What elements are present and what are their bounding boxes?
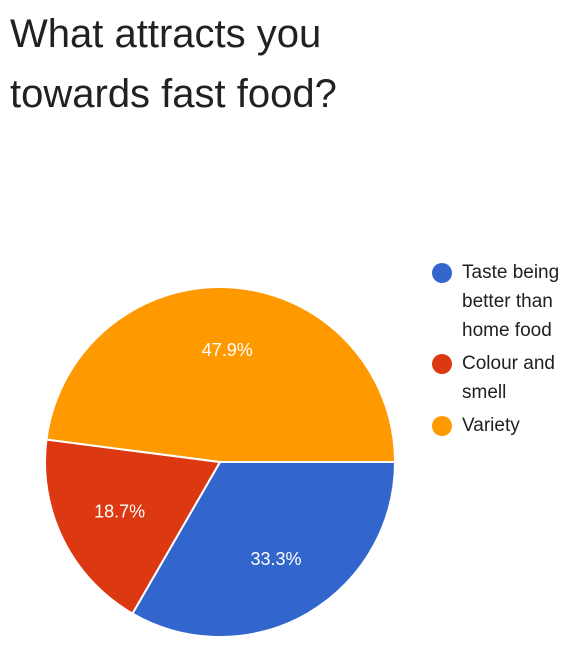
pie-slice-colour-smell[interactable] [44,438,222,615]
legend-item-colour-smell[interactable]: Colour and smell [432,351,582,407]
pie-label-variety: 47.9% [202,340,253,360]
pie-labels: 33.3% 18.7% 47.9% [94,340,301,569]
pie-slices [44,286,397,638]
pie-label-taste: 33.3% [250,549,301,569]
legend-item-variety[interactable]: Variety [432,413,582,440]
legend-swatch-colour-smell [432,354,452,374]
legend-swatch-variety [432,416,452,436]
pie-slice-variety[interactable] [45,286,397,463]
legend-swatch-taste [432,263,452,283]
pie-slice-taste[interactable] [131,461,397,638]
legend-label-colour-smell: Colour and smell [462,353,555,403]
pie-label-colour-smell: 18.7% [94,502,145,522]
legend-label-taste: Taste being better than home food [462,262,560,341]
legend-item-taste[interactable]: Taste being better than home food [432,260,582,345]
legend-label-variety: Variety [462,415,520,436]
chart-title: What attracts you towards fast food? [10,12,337,116]
chart-legend: Taste being better than home food Colour… [432,260,582,446]
